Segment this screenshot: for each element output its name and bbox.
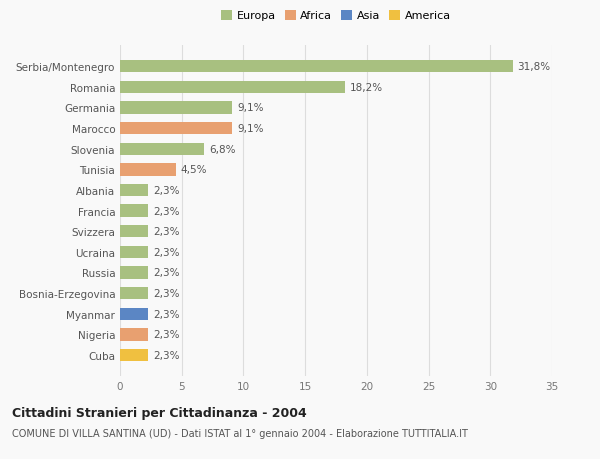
Bar (120, 82, 344, 94)
Bar (120, 349, 148, 361)
Text: COMUNE DI VILLA SANTINA (UD) - Dati ISTAT al 1° gennaio 2004 - Elaborazione TUTT: COMUNE DI VILLA SANTINA (UD) - Dati ISTA… (12, 428, 468, 438)
Bar (120, 246, 148, 258)
Bar (120, 61, 512, 73)
Text: 4,5%: 4,5% (181, 165, 207, 175)
Text: 2,3%: 2,3% (154, 247, 180, 257)
Text: 9,1%: 9,1% (237, 124, 264, 134)
Text: 18,2%: 18,2% (350, 83, 383, 93)
Bar (120, 205, 148, 217)
Bar (120, 287, 148, 300)
Bar (120, 225, 148, 238)
Bar (120, 185, 148, 197)
Bar (120, 329, 148, 341)
Text: Cittadini Stranieri per Cittadinanza - 2004: Cittadini Stranieri per Cittadinanza - 2… (12, 406, 307, 419)
Text: 2,3%: 2,3% (154, 268, 180, 278)
Bar (120, 143, 204, 156)
Text: 2,3%: 2,3% (154, 185, 180, 196)
Bar (120, 308, 148, 320)
Text: 2,3%: 2,3% (154, 227, 180, 237)
Bar (120, 267, 148, 279)
Text: 2,3%: 2,3% (154, 206, 180, 216)
Text: 31,8%: 31,8% (517, 62, 551, 72)
Text: 9,1%: 9,1% (237, 103, 264, 113)
Bar (120, 123, 232, 135)
Text: 6,8%: 6,8% (209, 145, 235, 154)
Text: 2,3%: 2,3% (154, 350, 180, 360)
Text: 2,3%: 2,3% (154, 309, 180, 319)
Bar (120, 164, 176, 176)
Text: 2,3%: 2,3% (154, 288, 180, 298)
Text: 2,3%: 2,3% (154, 330, 180, 340)
Bar (120, 102, 232, 114)
Legend: Europa, Africa, Asia, America: Europa, Africa, Asia, America (219, 8, 453, 24)
